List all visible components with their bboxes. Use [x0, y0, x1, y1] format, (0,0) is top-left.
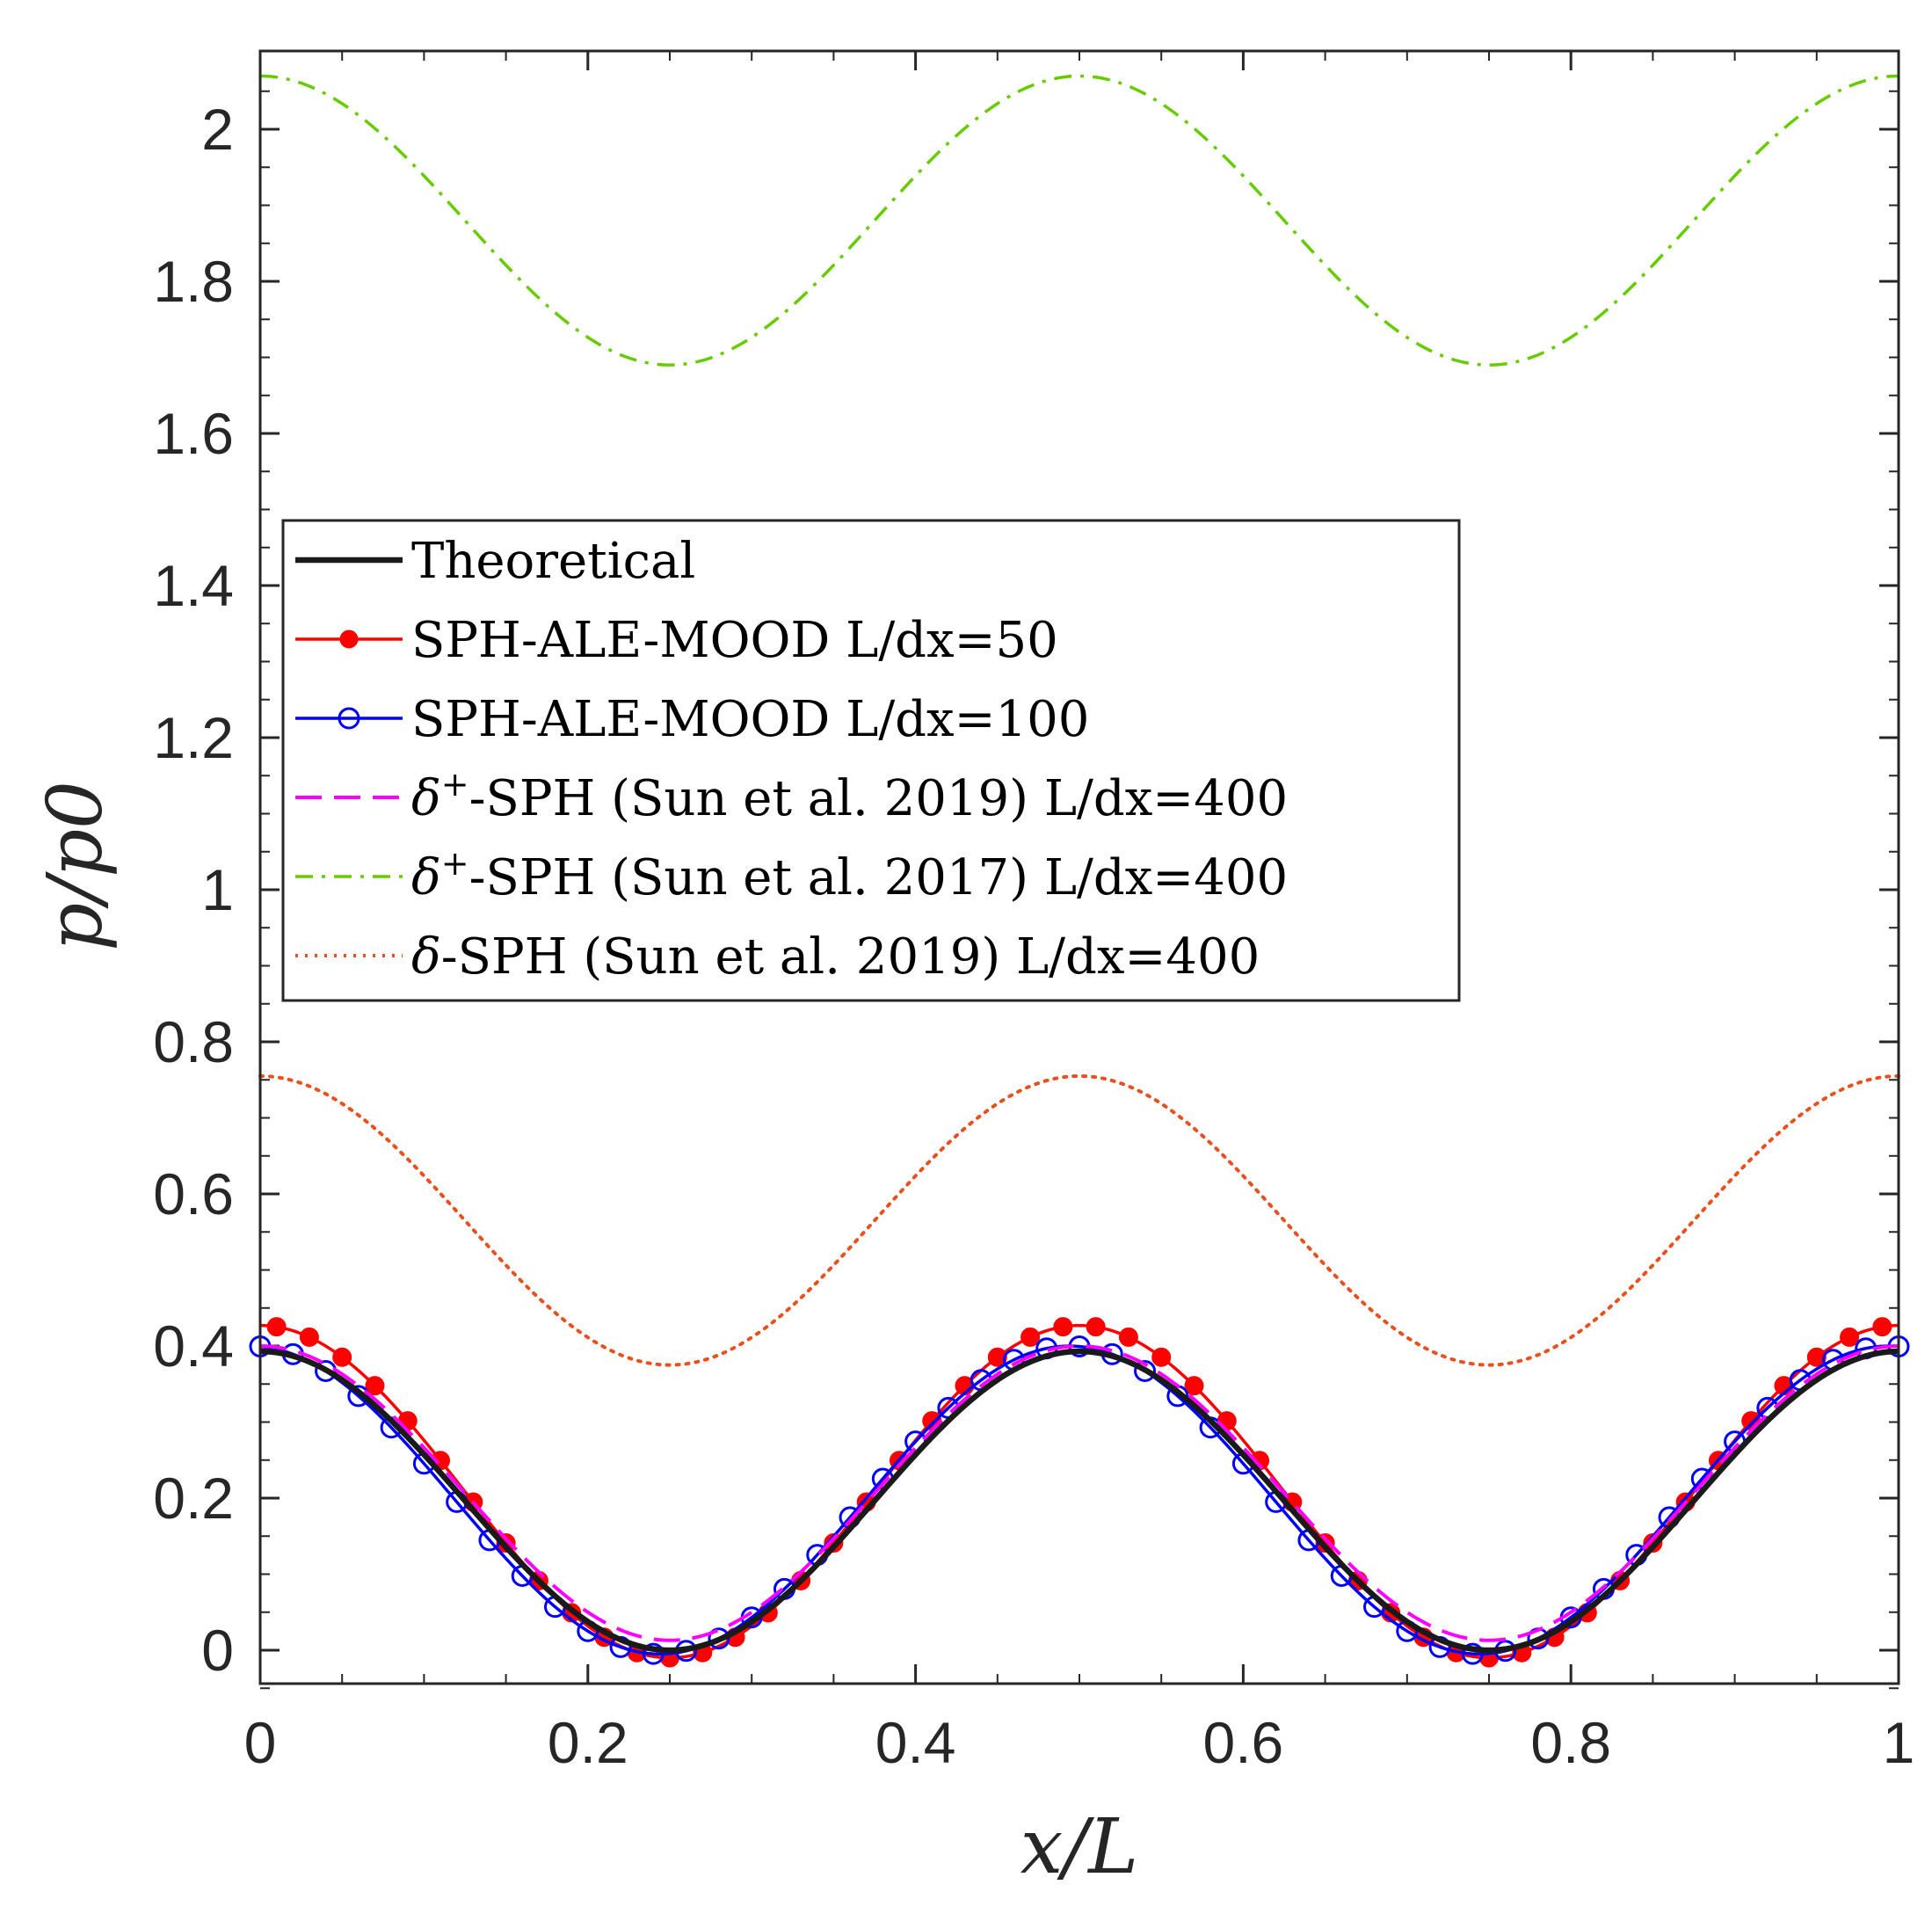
- legend-entry-5: δ-SPH (Sun et al. 2019) L/dx=400: [295, 928, 1260, 986]
- series-marker: [1020, 1327, 1041, 1347]
- series-0: [259, 1348, 1899, 1654]
- legend-marker: [338, 707, 360, 730]
- series-marker: [1053, 1317, 1073, 1337]
- legend-greek: δ: [411, 928, 441, 986]
- series-marker: [642, 1642, 665, 1665]
- legend-entry-1: SPH-ALE-MOOD L/dx=50: [295, 612, 1058, 669]
- y-tick-label: 2: [201, 97, 234, 162]
- series-marker: [365, 1376, 385, 1396]
- series-marker: [1184, 1376, 1204, 1396]
- series-marker: [1086, 1317, 1106, 1337]
- series-line: [258, 1073, 1900, 1367]
- x-tick-label: 0.8: [1530, 1710, 1611, 1775]
- legend-text: -SPH (Sun et al. 2019) L/dx=400: [469, 770, 1289, 827]
- series-marker: [708, 1627, 730, 1650]
- y-tick-label: 1.2: [153, 705, 234, 770]
- series-marker: [1806, 1347, 1827, 1367]
- y-tick-label: 0.8: [153, 1009, 234, 1074]
- x-tick-label: 1: [1883, 1710, 1915, 1775]
- x-axis-label: x/L: [1020, 1803, 1139, 1891]
- legend-entry-0: Theoretical: [295, 533, 695, 590]
- series-marker: [1151, 1347, 1172, 1367]
- legend-label: SPH-ALE-MOOD L/dx=100: [411, 691, 1089, 748]
- y-tick-label: 0.6: [153, 1161, 234, 1226]
- series-marker: [266, 1317, 287, 1337]
- legend-entry-4: δ+-SPH (Sun et al. 2017) L/dx=400: [295, 844, 1288, 906]
- legend-superscript: +: [441, 844, 469, 883]
- x-tick-label: 0.4: [875, 1710, 956, 1775]
- x-tick-label: 0.2: [548, 1710, 628, 1775]
- legend: Theoretical SPH-ALE-MOOD L/dx=50 SPH-ALE-M…: [281, 519, 1461, 1002]
- series-marker: [1118, 1327, 1138, 1347]
- legend-superscript: +: [441, 765, 469, 804]
- tick-labels-layer: 0 0.2 0.4 0.6 0.8 1 0 0.2 0.4 0.6 0.8 1 1.2 1.4 1.6 1.8…: [153, 97, 1914, 1775]
- series-marker: [987, 1347, 1007, 1367]
- y-tick-label: 0: [201, 1618, 234, 1683]
- ticks-layer: [258, 51, 1900, 1690]
- legend-label: Theoretical: [411, 533, 695, 590]
- legend-greek: δ: [411, 770, 441, 827]
- y-tick-label: 1.6: [153, 401, 234, 466]
- legend-greek: δ: [411, 849, 441, 906]
- series-marker: [1872, 1317, 1892, 1337]
- legend-text: SPH-ALE-MOOD L/dx=50: [411, 612, 1058, 669]
- legend-entry-3: δ+-SPH (Sun et al. 2019) L/dx=400: [295, 765, 1288, 827]
- series-marker: [332, 1347, 352, 1367]
- legend-label: δ+-SPH (Sun et al. 2017) L/dx=400: [411, 844, 1288, 906]
- legend-marker: [339, 629, 359, 649]
- series-5: [258, 1073, 1900, 1367]
- x-tick-label: 0: [244, 1710, 277, 1775]
- y-axis-label: p/p0: [32, 781, 120, 951]
- legend-text: Theoretical: [411, 533, 695, 590]
- y-tick-label: 0.2: [153, 1466, 234, 1531]
- legend-label: δ+-SPH (Sun et al. 2019) L/dx=400: [411, 765, 1288, 827]
- series-line: [259, 1348, 1899, 1654]
- plot-frame: [258, 49, 1900, 1685]
- series-marker: [1461, 1642, 1484, 1665]
- x-tick-label: 0.6: [1203, 1710, 1284, 1775]
- series-line: [259, 1344, 1899, 1642]
- legend-entry-2: SPH-ALE-MOOD L/dx=100: [295, 691, 1089, 748]
- series-marker: [1840, 1327, 1860, 1347]
- series-marker: [1134, 1359, 1157, 1382]
- legend-label: δ-SPH (Sun et al. 2019) L/dx=400: [411, 928, 1260, 986]
- series-4: [259, 74, 1899, 367]
- y-tick-label: 1.8: [153, 249, 234, 314]
- series-marker: [299, 1327, 319, 1347]
- y-tick-label: 1: [201, 857, 234, 922]
- series-line: [259, 74, 1899, 367]
- series-layer: [249, 74, 1910, 1668]
- y-tick-label: 0.4: [153, 1313, 234, 1379]
- legend-text: -SPH (Sun et al. 2019) L/dx=400: [441, 928, 1260, 986]
- legend-text: SPH-ALE-MOOD L/dx=100: [411, 691, 1089, 748]
- y-tick-label: 1.4: [153, 553, 234, 618]
- legend-label: SPH-ALE-MOOD L/dx=50: [411, 612, 1058, 669]
- series-3: [259, 1344, 1899, 1642]
- legend-text: -SPH (Sun et al. 2017) L/dx=400: [469, 849, 1289, 906]
- legend-box: [281, 519, 1461, 1002]
